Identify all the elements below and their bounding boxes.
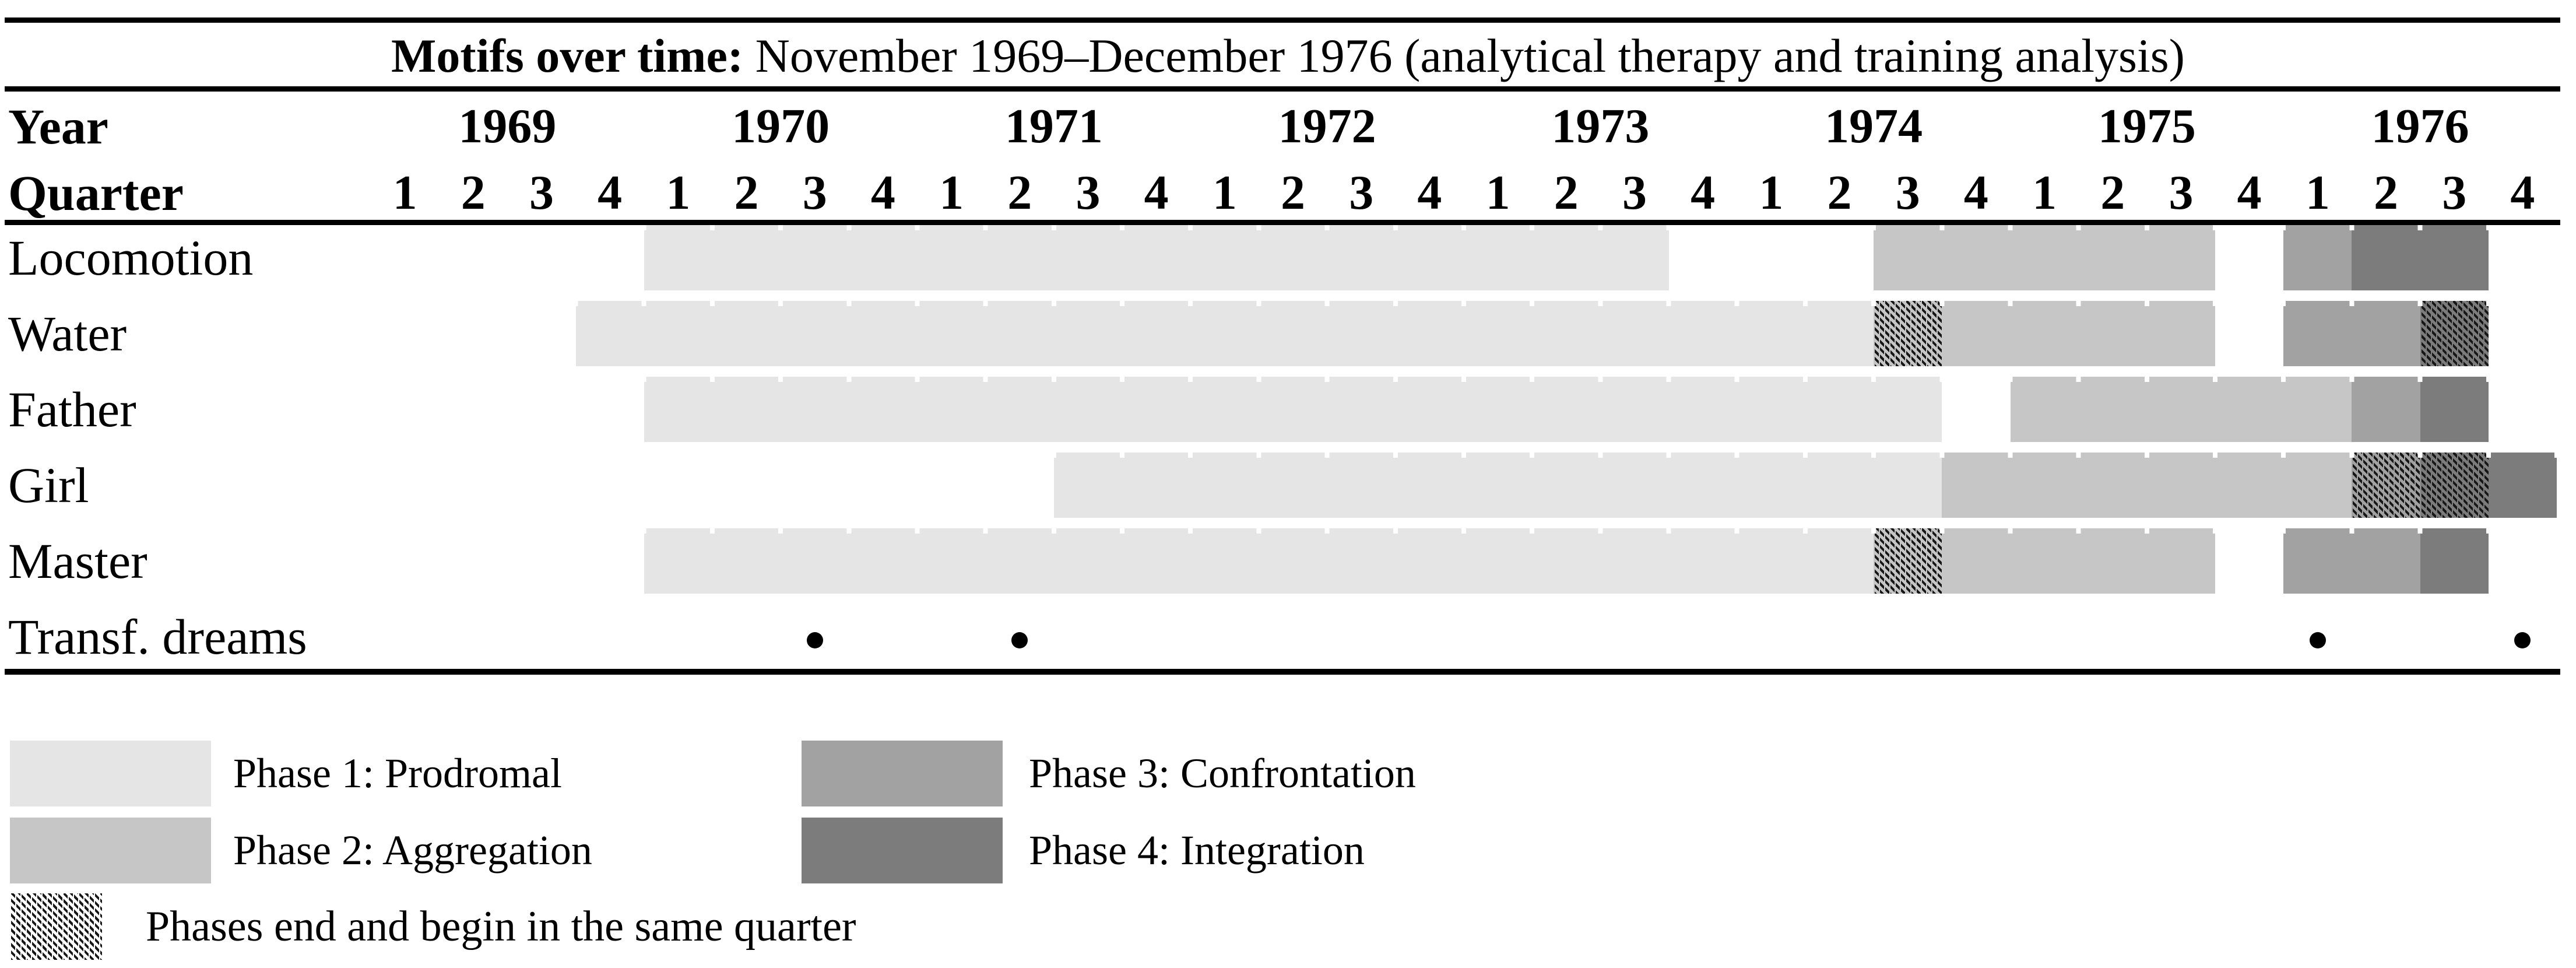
bar-segment-phase4-hatch <box>2420 453 2489 518</box>
quarter-digit: 2 <box>1281 166 1306 220</box>
quarter-digit: 3 <box>1895 166 1920 220</box>
legend-label-phase3: Phase 3: Confrontation <box>1029 750 1416 797</box>
bar-segment-phase2 <box>1942 528 2216 594</box>
quarter-digit: 1 <box>2032 166 2057 220</box>
quarter-digit: 4 <box>1963 166 1988 220</box>
legend-label-phase1: Phase 1: Prodromal <box>233 750 562 797</box>
quarter-digit: 1 <box>1212 166 1237 220</box>
title-rule <box>5 86 2560 92</box>
bar-segment-phase2-hatch <box>1874 528 1942 594</box>
quarter-digit: 2 <box>734 166 759 220</box>
legend-swatch-phase4 <box>802 818 1003 883</box>
quarter-digit: 4 <box>1144 166 1169 220</box>
legend-swatch-hatch <box>10 893 102 960</box>
quarter-digit: 1 <box>1485 166 1510 220</box>
bar-segment-phase1 <box>644 225 1669 290</box>
legend-label-hatch: Phases end and begin in the same quarter <box>146 903 856 951</box>
year-1972: 1972 <box>1278 99 1376 153</box>
bar-segment-phase4 <box>2420 528 2489 594</box>
row-label-girl: Girl <box>8 457 89 513</box>
quarter-digit: 3 <box>1622 166 1647 220</box>
legend-swatch-phase1 <box>10 741 211 806</box>
quarter-digit: 2 <box>2100 166 2125 220</box>
quarter-digit: 1 <box>1759 166 1784 220</box>
transference-dream-dot <box>1011 632 1028 648</box>
quarter-digit: 3 <box>802 166 827 220</box>
quarter-digit: 3 <box>1349 166 1374 220</box>
figure-title: Motifs over time: November 1969–December… <box>0 26 2576 86</box>
quarter-digit: 3 <box>529 166 554 220</box>
bar-segment-phase4 <box>2488 453 2557 518</box>
bar-segment-phase3-hatch <box>2352 453 2420 518</box>
row-label-transf-dreams: Transf. dreams <box>8 609 307 665</box>
year-1969: 1969 <box>458 99 557 153</box>
figure-title-rest: November 1969–December 1976 (analytical … <box>743 29 2185 82</box>
legend-swatch-phase2 <box>10 818 211 883</box>
quarter-digit: 4 <box>1417 166 1442 220</box>
legend-swatch-phase3 <box>802 741 1003 806</box>
quarter-digit: 1 <box>2305 166 2330 220</box>
quarter-digit: 2 <box>1827 166 1852 220</box>
quarter-digit: 4 <box>598 166 623 220</box>
year-1970: 1970 <box>732 99 830 153</box>
quarter-digit: 4 <box>1691 166 1716 220</box>
transference-dream-dot <box>806 632 823 648</box>
quarter-digit: 3 <box>2169 166 2194 220</box>
top-rule <box>5 17 2560 23</box>
year-1974: 1974 <box>1825 99 1923 153</box>
bar-segment-phase2 <box>2010 377 2352 442</box>
quarter-digit: 3 <box>1076 166 1101 220</box>
quarter-digit: 1 <box>939 166 964 220</box>
bottom-rule <box>5 669 2560 675</box>
quarter-digit: 2 <box>2374 166 2399 220</box>
bar-segment-phase3 <box>2352 377 2420 442</box>
figure-title-bold: Motifs over time: <box>391 29 744 82</box>
quarter-digit: 1 <box>392 166 417 220</box>
bar-segment-phase1 <box>575 301 1874 366</box>
transference-dream-dot <box>2309 632 2326 648</box>
bar-segment-phase1 <box>644 528 1874 594</box>
bar-segment-phase2 <box>1874 225 2216 290</box>
row-label-master: Master <box>8 533 147 589</box>
bar-segment-phase4-hatch <box>2420 301 2489 366</box>
legend-label-phase4: Phase 4: Integration <box>1029 827 1365 874</box>
quarter-digit: 2 <box>1554 166 1579 220</box>
quarter-header-label: Quarter <box>8 165 184 221</box>
year-1976: 1976 <box>2371 99 2469 153</box>
year-1975: 1975 <box>2097 99 2196 153</box>
quarter-digit: 2 <box>1007 166 1032 220</box>
bar-segment-phase1 <box>644 377 1942 442</box>
quarter-digit: 2 <box>461 166 486 220</box>
quarter-digit: 4 <box>2237 166 2262 220</box>
bar-segment-phase2-hatch <box>1874 301 1942 366</box>
row-label-water: Water <box>8 306 127 362</box>
quarter-digit: 3 <box>2442 166 2467 220</box>
bar-segment-phase1 <box>1053 453 1942 518</box>
year-1973: 1973 <box>1551 99 1650 153</box>
quarter-digit: 4 <box>2510 166 2535 220</box>
bar-segment-phase3 <box>2283 225 2352 290</box>
year-header-label: Year <box>8 99 108 155</box>
row-label-father: Father <box>8 381 136 437</box>
legend-label-phase2: Phase 2: Aggregation <box>233 827 592 874</box>
bar-segment-phase3 <box>2283 528 2420 594</box>
bar-segment-phase4 <box>2352 225 2489 290</box>
year-1971: 1971 <box>1004 99 1103 153</box>
bar-segment-phase2 <box>1942 301 2216 366</box>
bar-segment-phase2 <box>1942 453 2352 518</box>
transference-dream-dot <box>2514 632 2531 648</box>
header-rule <box>5 220 2560 225</box>
bar-segment-phase4 <box>2420 377 2489 442</box>
quarter-digit: 1 <box>666 166 691 220</box>
quarter-digit: 4 <box>870 166 895 220</box>
row-label-locomotion: Locomotion <box>8 230 254 286</box>
bar-segment-phase3 <box>2283 301 2420 366</box>
